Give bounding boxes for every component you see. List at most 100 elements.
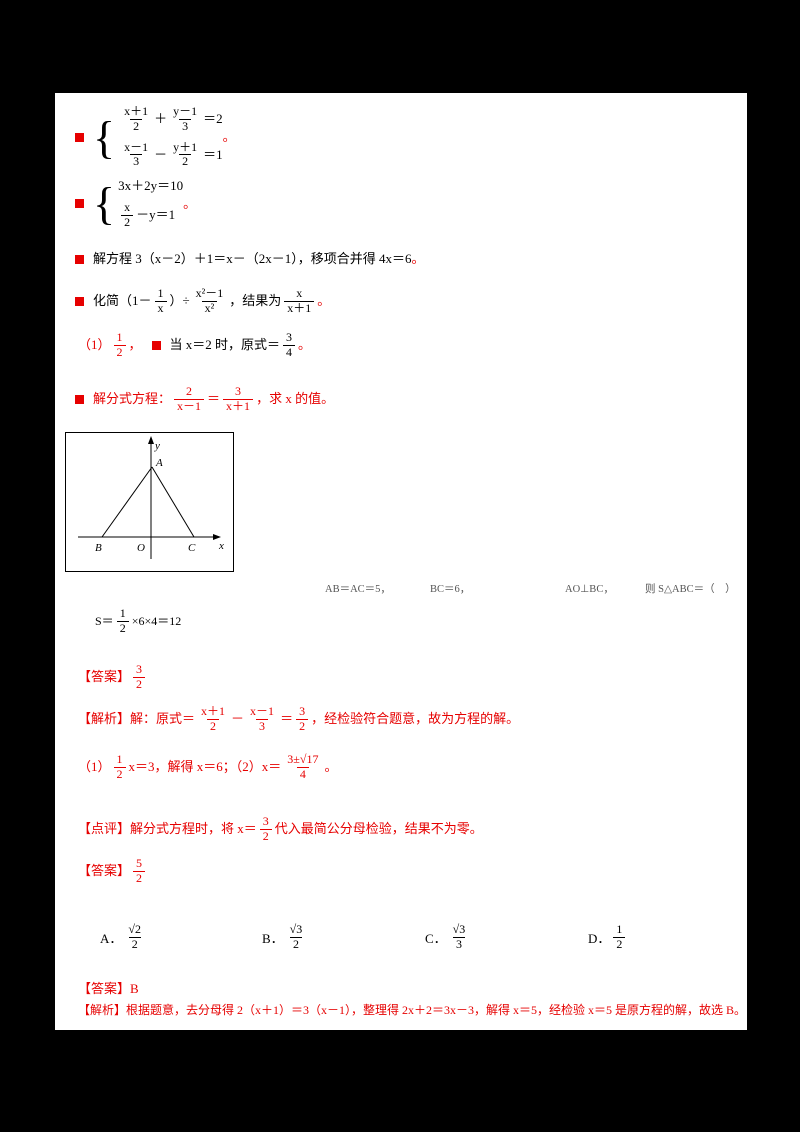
fraction-numerator: x－1 bbox=[250, 704, 275, 718]
fraction-denominator: 2 bbox=[113, 766, 126, 782]
fraction: x＋1 2 bbox=[198, 704, 228, 734]
fraction: y－1 3 bbox=[170, 104, 200, 134]
red-period: 。 bbox=[324, 759, 338, 775]
fraction: x＋1 2 bbox=[121, 104, 151, 134]
fraction-denominator: 3 bbox=[452, 936, 465, 952]
fraction-numerator: x bbox=[296, 286, 303, 300]
math-text: ，结果为 bbox=[229, 293, 282, 309]
problem-line-3: 解方程 3（x－2）＋1＝x－（2x－1），移项合并得 4x＝6 。 bbox=[75, 251, 425, 267]
fraction: 3±√17 4 bbox=[284, 752, 321, 782]
math-text: ×6×4＝12 bbox=[131, 613, 182, 628]
condition-text: 则 S△ABC＝（ ） bbox=[645, 584, 736, 595]
fraction: x－1 3 bbox=[247, 704, 277, 734]
fraction: 3 x＋1 bbox=[223, 384, 254, 414]
vertex-label-c: C bbox=[188, 542, 196, 554]
fraction-denominator: 2 bbox=[179, 154, 192, 169]
fraction-denominator: 2 bbox=[207, 718, 220, 734]
option-b: B． √3 2 bbox=[262, 922, 308, 952]
math-text: ）÷ bbox=[169, 293, 190, 309]
analysis-text: 【解析】解：原式＝ bbox=[78, 711, 196, 727]
document-page: { x＋1 2 ＋ y－1 3 ＝2 x－1 3 － y＋1 2 ＝1 。 { 3x＋2… bbox=[55, 93, 747, 1030]
fraction-numerator: 3±√17 bbox=[287, 752, 319, 766]
fraction-denominator: 4 bbox=[296, 766, 309, 782]
red-period: 。 bbox=[469, 821, 483, 837]
red-period: 。 bbox=[317, 293, 331, 309]
fraction: x x＋1 bbox=[284, 286, 315, 316]
answer-text: 【答案】B bbox=[78, 981, 139, 996]
option-letter: D． bbox=[588, 930, 611, 946]
operator: ＋ bbox=[154, 111, 168, 127]
equation-tail: ＝2 bbox=[203, 111, 223, 127]
analysis-line-2: 【解析】根据题意，去分母得 2（x＋1）＝3（x－1），整理得 2x＋2＝3x－… bbox=[78, 1003, 746, 1018]
geometry-figure: y A B O C x bbox=[65, 432, 234, 572]
fraction-numerator: x bbox=[124, 200, 131, 215]
fraction-denominator: 2 bbox=[130, 118, 143, 134]
item-marker bbox=[75, 199, 84, 209]
origin-label: O bbox=[137, 542, 145, 554]
fraction: x²－1 x² bbox=[193, 286, 227, 316]
brace-symbol: { bbox=[93, 111, 116, 163]
red-period: 。 bbox=[183, 195, 197, 211]
red-period: 。 bbox=[222, 128, 236, 144]
axis-label-x: x bbox=[218, 540, 224, 552]
problem-line-1: { x＋1 2 ＋ y－1 3 ＝2 x－1 3 － y＋1 2 ＝1 。 bbox=[75, 104, 236, 170]
fraction-numerator: y－1 bbox=[173, 104, 198, 118]
equation: x＋1 2 ＋ y－1 3 ＝2 bbox=[118, 104, 223, 134]
item-marker bbox=[75, 394, 84, 404]
comment-text: 【点评】解分式方程时，将 x＝ bbox=[78, 821, 257, 837]
axis-label-y: y bbox=[154, 440, 160, 452]
fraction-numerator: 3 bbox=[262, 814, 269, 828]
fraction-numerator: 3 bbox=[286, 330, 293, 344]
problem-line-6: 解分式方程： 2 x－1 ＝ 3 x＋1 ，求 x 的值 。 bbox=[75, 384, 334, 414]
fraction-numerator: 1 bbox=[116, 330, 123, 344]
fraction-numerator: 1 bbox=[116, 752, 123, 766]
condition-text: AB＝AC＝5， bbox=[325, 584, 391, 595]
math-text: 当 x＝2 时，原式＝ bbox=[169, 337, 281, 353]
equation-system: x＋1 2 ＋ y－1 3 ＝2 x－1 3 － y＋1 2 ＝1 bbox=[118, 104, 223, 170]
fraction-denominator: 3 bbox=[256, 718, 269, 734]
fraction-denominator: 2 bbox=[116, 620, 129, 636]
fraction: √3 2 bbox=[287, 922, 306, 952]
math-text: x＝3，解得 x＝6；（2）x＝ bbox=[128, 759, 282, 775]
operator: － bbox=[154, 146, 168, 162]
fraction-numerator: 3 bbox=[299, 704, 306, 718]
fraction-denominator: x＋1 bbox=[223, 398, 254, 414]
analysis-text: ，经检验符合题意，故为方程的解 bbox=[311, 711, 507, 727]
math-text: ，求 x 的值 bbox=[256, 391, 322, 407]
math-text: S＝ bbox=[95, 613, 114, 628]
item-number: （1） bbox=[78, 337, 111, 353]
red-period: 。 bbox=[506, 711, 520, 727]
fraction: 2 x－1 bbox=[174, 384, 205, 414]
condition-row: AB＝AC＝5， BC＝6， AO⊥BC， 则 S△ABC＝（ ） bbox=[55, 581, 747, 601]
red-period: 。 bbox=[411, 251, 425, 266]
fraction-numerator: x²－1 bbox=[195, 286, 224, 300]
vertex-label-a: A bbox=[155, 457, 163, 469]
equation-tail: ＝1 bbox=[203, 146, 223, 162]
fraction-numerator: √2 bbox=[128, 922, 141, 936]
triangle-axes-diagram: y A B O C x bbox=[78, 436, 224, 559]
fraction-numerator: 2 bbox=[186, 384, 193, 398]
fraction-denominator: x＋1 bbox=[284, 300, 315, 316]
equation-tail: －y＝1 bbox=[136, 207, 176, 223]
fraction-denominator: 4 bbox=[283, 344, 296, 360]
fraction-numerator: 1 bbox=[157, 286, 164, 300]
fraction: √3 3 bbox=[450, 922, 469, 952]
fraction: x－1 3 bbox=[121, 140, 151, 170]
fraction-denominator: 3 bbox=[130, 154, 143, 169]
option-letter: B． bbox=[262, 930, 284, 946]
